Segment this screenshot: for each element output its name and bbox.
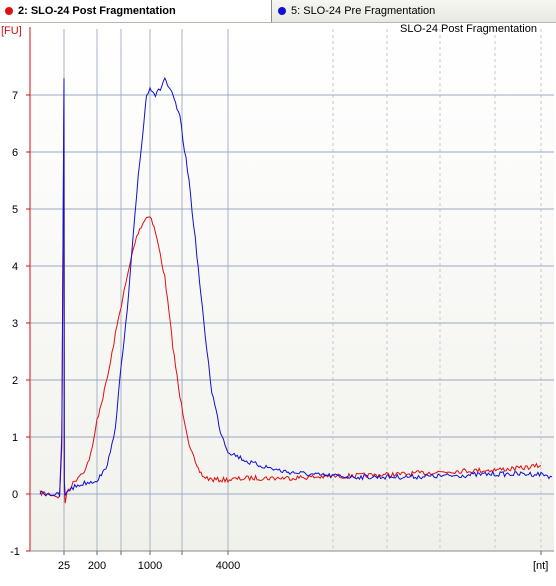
blue-dot-icon bbox=[278, 7, 286, 15]
y-tick-label: 3 bbox=[12, 318, 18, 330]
x-tick-labels: 25 200 1000 4000 bbox=[58, 551, 542, 572]
y-axis-label: [FU] bbox=[1, 25, 22, 37]
vertical-gridlines bbox=[63, 29, 542, 551]
x-tick-label: 1000 bbox=[138, 560, 162, 572]
x-tick-label: 200 bbox=[88, 560, 106, 572]
tab-label: 5: SLO-24 Pre Fragmentation bbox=[291, 5, 436, 17]
y-tick-label: 0 bbox=[12, 489, 18, 501]
y-tick-label: 5 bbox=[12, 204, 18, 216]
tab-pre-fragmentation[interactable]: 5: SLO-24 Pre Fragmentation bbox=[273, 0, 556, 22]
x-tick-label: 25 bbox=[58, 560, 70, 572]
horizontal-gridlines bbox=[30, 94, 554, 495]
y-tick-label: 7 bbox=[12, 90, 18, 102]
y-tick-label: 2 bbox=[12, 375, 18, 387]
y-tick-label: 1 bbox=[12, 432, 18, 444]
plot-area bbox=[30, 29, 554, 551]
x-axis-label: [nt] bbox=[533, 560, 548, 572]
chart-title: SLO-24 Post Fragmentation bbox=[400, 23, 537, 35]
y-tick-label: -1 bbox=[10, 546, 20, 558]
tab-bar: 2: SLO-24 Post Fragmentation 5: SLO-24 P… bbox=[0, 0, 556, 23]
y-tick-label: 4 bbox=[12, 261, 18, 273]
y-tick-label: 6 bbox=[12, 147, 18, 159]
pre-fragmentation-line bbox=[39, 76, 553, 498]
series-lines bbox=[39, 76, 553, 504]
post-fragmentation-line bbox=[39, 84, 542, 504]
electropherogram-chart: [FU] [nt] SLO-24 Post Fragmentation -1 0 1… bbox=[1, 23, 554, 572]
red-dot-icon bbox=[5, 7, 13, 15]
tab-post-fragmentation[interactable]: 2: SLO-24 Post Fragmentation bbox=[0, 0, 272, 22]
y-tick-labels: -1 0 1 2 3 4 5 6 7 bbox=[10, 90, 30, 558]
x-tick-label: 4000 bbox=[216, 560, 240, 572]
tab-label: 2: SLO-24 Post Fragmentation bbox=[18, 5, 176, 17]
